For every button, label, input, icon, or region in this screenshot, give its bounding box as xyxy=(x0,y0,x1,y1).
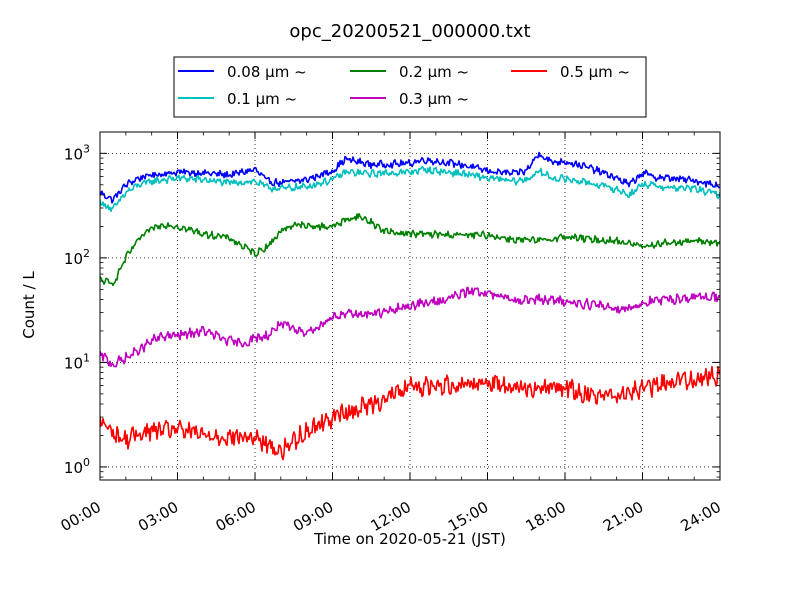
legend-label: 0.1 μm ~ xyxy=(227,90,297,108)
x-axis-label: Time on 2020-05-21 (JST) xyxy=(313,530,506,548)
series-line xyxy=(100,165,720,213)
y-tick-label: 103 xyxy=(64,142,90,163)
series-line xyxy=(100,286,720,368)
y-tick-label: 102 xyxy=(64,247,90,268)
legend-label: 0.2 μm ~ xyxy=(399,63,469,81)
plot-area xyxy=(100,151,720,461)
chart-title: opc_20200521_000000.txt xyxy=(289,21,530,42)
y-tick-exponent: 2 xyxy=(83,247,90,260)
y-tick-base: 10 xyxy=(64,250,83,268)
legend: 0.08 μm ~ 0.1 μm ~ 0.2 μm ~ 0.3 μm ~ 0.5 μm … xyxy=(173,56,647,118)
y-tick-base: 10 xyxy=(64,459,83,477)
y-tick-label: 100 xyxy=(64,456,90,477)
y-tick-label: 101 xyxy=(64,351,90,372)
y-tick-exponent: 1 xyxy=(83,351,90,364)
y-tick-base: 10 xyxy=(64,354,83,372)
legend-label: 0.3 μm ~ xyxy=(399,90,469,108)
series-line xyxy=(100,365,720,461)
y-tick-exponent: 0 xyxy=(83,456,90,469)
series-line xyxy=(100,151,720,204)
legend-label: 0.08 μm ~ xyxy=(227,63,307,81)
legend-box xyxy=(173,56,647,118)
series-line xyxy=(100,213,720,287)
y-tick-exponent: 3 xyxy=(83,142,90,155)
grid-layer xyxy=(100,132,720,480)
y-axis-label: Count / L xyxy=(20,271,38,339)
legend-label: 0.5 μm ~ xyxy=(560,63,630,81)
y-tick-base: 10 xyxy=(64,145,83,163)
